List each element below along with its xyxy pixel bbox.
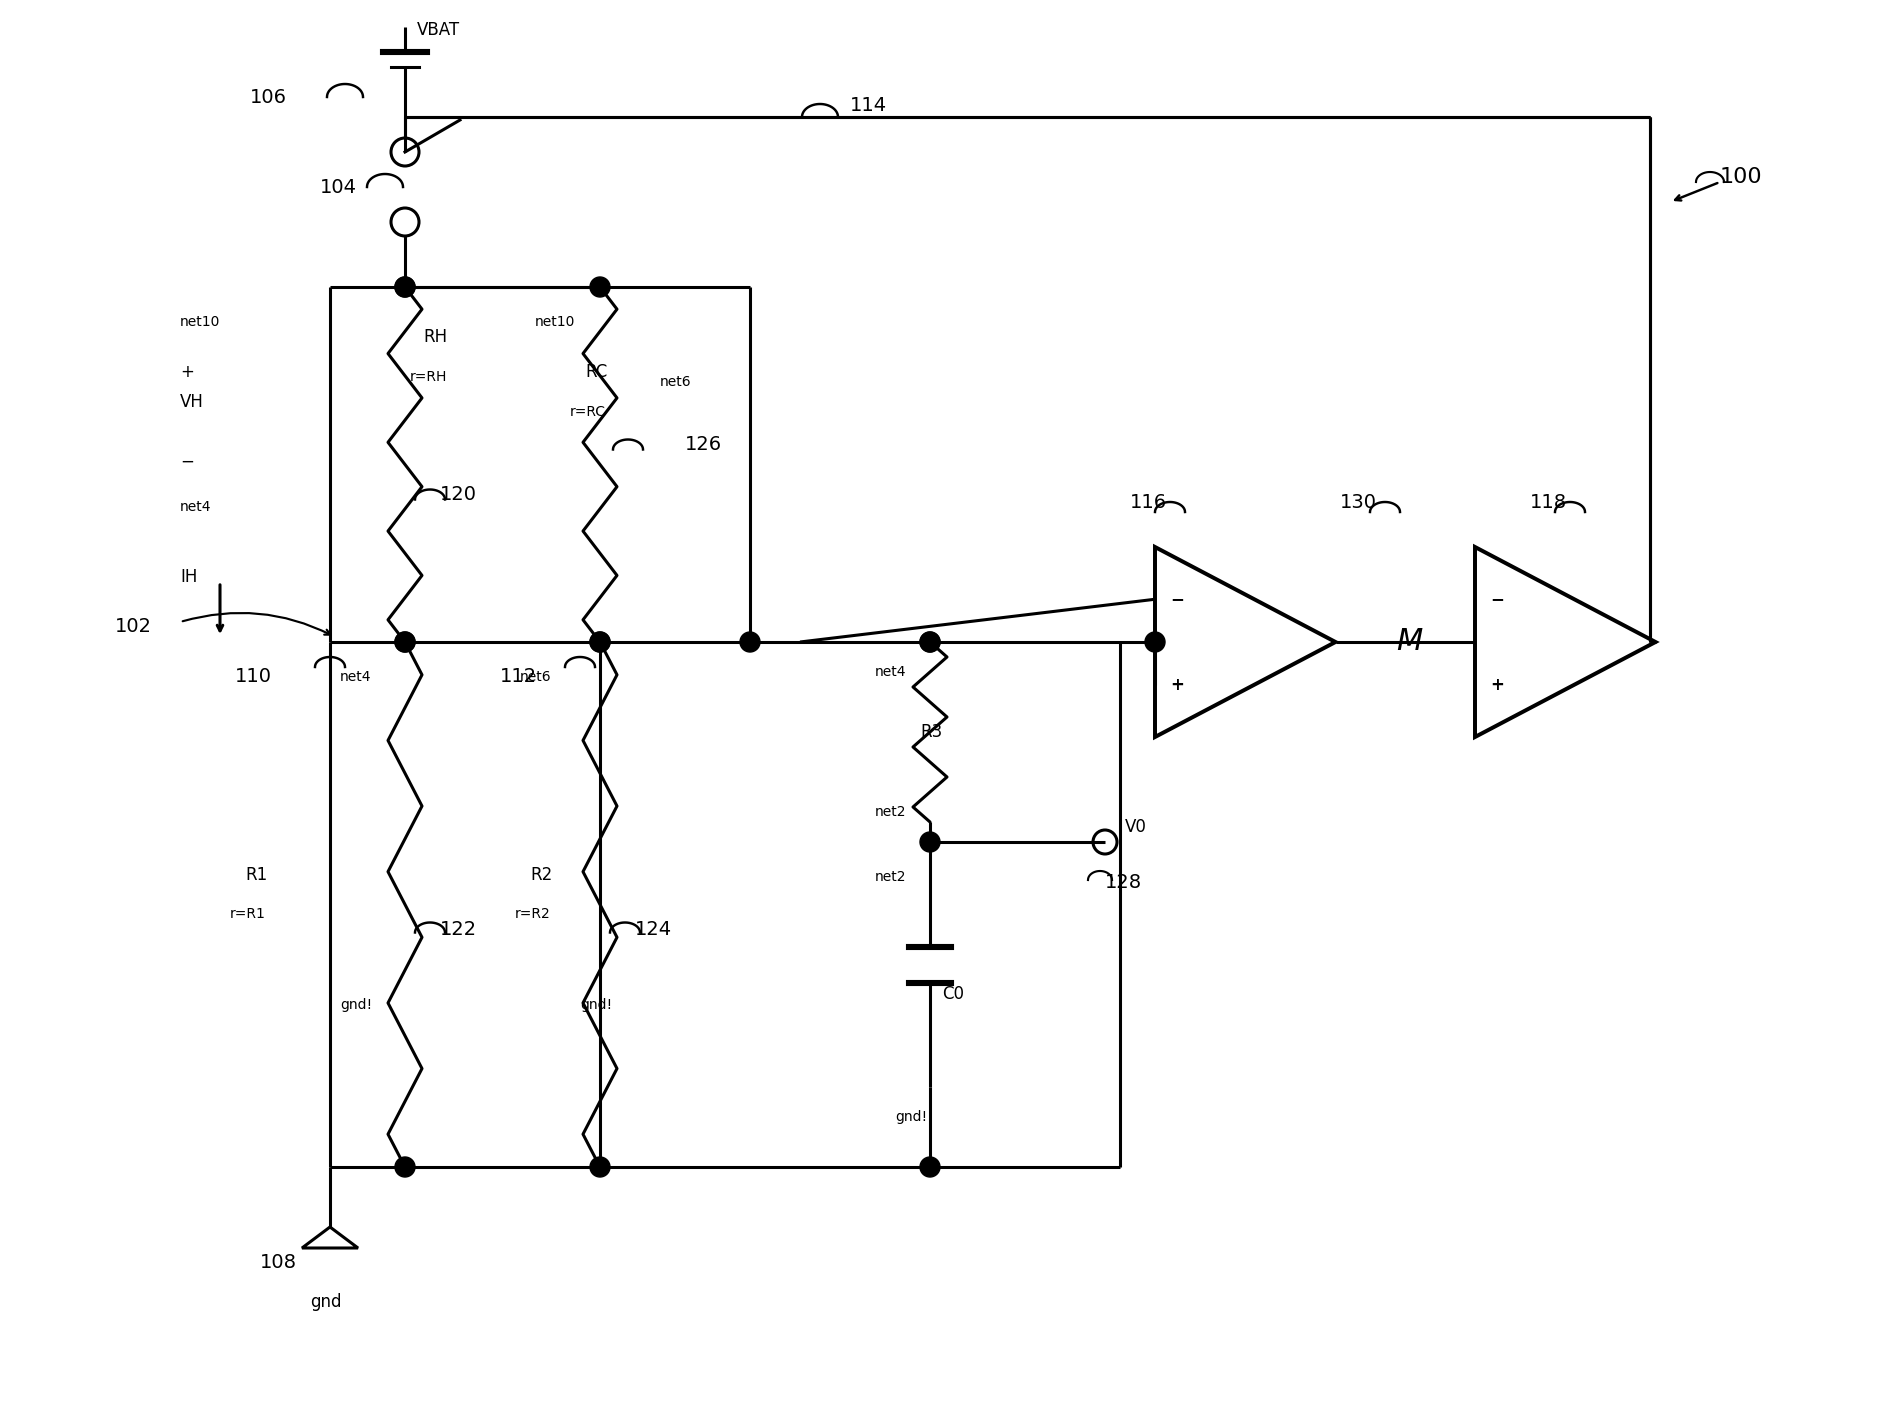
Text: 100: 100 — [1719, 167, 1762, 187]
Text: −: − — [179, 453, 195, 471]
Text: 112: 112 — [501, 667, 536, 687]
Text: net2: net2 — [875, 870, 907, 884]
Text: R3: R3 — [920, 723, 943, 741]
Circle shape — [395, 277, 416, 297]
Text: gnd!: gnd! — [340, 998, 372, 1012]
Circle shape — [395, 632, 416, 651]
Text: 118: 118 — [1530, 492, 1566, 512]
Circle shape — [395, 277, 416, 297]
Text: 102: 102 — [115, 618, 151, 636]
Text: $\mathit{M}$: $\mathit{M}$ — [1396, 628, 1422, 657]
Text: VH: VH — [179, 393, 204, 411]
Text: 110: 110 — [234, 667, 272, 687]
Circle shape — [395, 632, 416, 651]
Text: 106: 106 — [249, 87, 287, 107]
Text: r=RC: r=RC — [570, 405, 606, 419]
Text: 104: 104 — [319, 177, 357, 197]
Text: net4: net4 — [340, 670, 372, 684]
Text: 114: 114 — [850, 96, 886, 114]
Text: 128: 128 — [1105, 872, 1141, 892]
Text: VBAT: VBAT — [417, 21, 459, 39]
Text: C0: C0 — [941, 985, 963, 1003]
Text: +: + — [1169, 675, 1183, 694]
Text: gnd!: gnd! — [895, 1110, 927, 1124]
Text: V0: V0 — [1124, 817, 1147, 836]
Text: net10: net10 — [179, 315, 221, 329]
Text: −: − — [1169, 591, 1183, 608]
Text: r=RH: r=RH — [410, 370, 448, 384]
Text: gnd!: gnd! — [580, 998, 612, 1012]
Text: net4: net4 — [875, 666, 907, 680]
Text: 130: 130 — [1339, 492, 1377, 512]
Text: 126: 126 — [684, 435, 722, 454]
Text: −: − — [1489, 591, 1504, 608]
Text: net2: net2 — [875, 805, 907, 819]
Text: 108: 108 — [261, 1252, 297, 1272]
Text: +: + — [1489, 675, 1504, 694]
Text: 122: 122 — [440, 920, 476, 938]
Text: R2: R2 — [529, 865, 552, 884]
Text: 124: 124 — [635, 920, 672, 938]
Text: net4: net4 — [179, 499, 212, 514]
Text: 120: 120 — [440, 485, 476, 504]
Circle shape — [920, 632, 939, 651]
Text: net6: net6 — [519, 670, 552, 684]
Text: −: − — [1456, 633, 1472, 651]
Circle shape — [920, 832, 939, 853]
Text: net6: net6 — [659, 376, 691, 388]
Circle shape — [920, 632, 939, 651]
Circle shape — [920, 1157, 939, 1178]
Text: 116: 116 — [1130, 492, 1167, 512]
Text: net10: net10 — [535, 315, 574, 329]
Circle shape — [589, 1157, 610, 1178]
Text: RC: RC — [586, 363, 606, 381]
Circle shape — [589, 632, 610, 651]
Circle shape — [1145, 632, 1164, 651]
Text: R1: R1 — [246, 865, 266, 884]
Text: gnd: gnd — [310, 1293, 342, 1311]
Circle shape — [740, 632, 759, 651]
Text: IH: IH — [179, 568, 196, 585]
Circle shape — [589, 277, 610, 297]
Circle shape — [589, 632, 610, 651]
Text: RH: RH — [423, 328, 448, 346]
Text: r=R2: r=R2 — [514, 908, 550, 922]
Text: r=R1: r=R1 — [230, 908, 266, 922]
Circle shape — [395, 1157, 416, 1178]
Text: +: + — [179, 363, 195, 381]
